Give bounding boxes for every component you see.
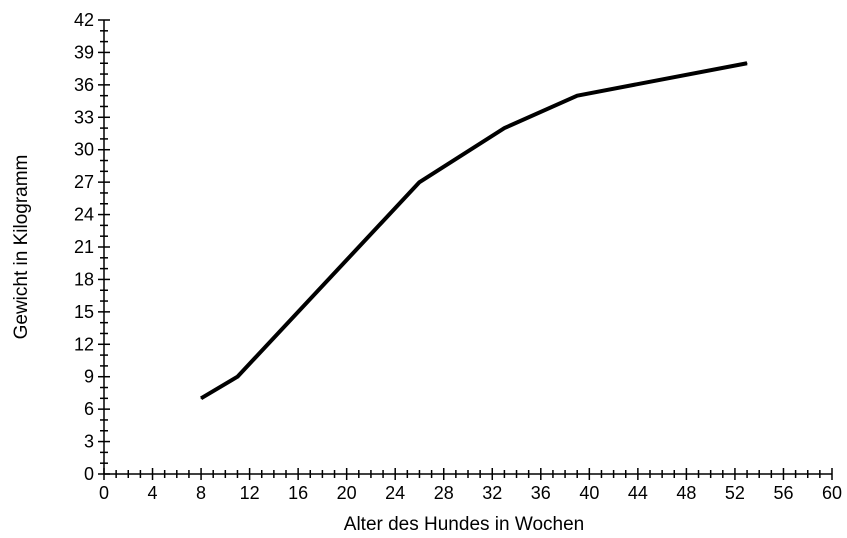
x-tick-label: 56	[773, 483, 793, 503]
y-tick-label: 36	[74, 75, 94, 95]
x-tick-label: 4	[148, 483, 158, 503]
x-tick-label: 0	[99, 483, 109, 503]
data-point	[236, 376, 238, 378]
series-line	[200, 61, 748, 401]
y-tick-label: 42	[74, 10, 94, 30]
x-tick-label: 60	[822, 483, 842, 503]
x-tick-label: 36	[531, 483, 551, 503]
y-tick-label: 12	[74, 334, 94, 354]
y-tick-label: 39	[74, 42, 94, 62]
x-tick-label: 48	[676, 483, 696, 503]
data-point	[746, 62, 748, 64]
y-tick-label: 3	[84, 432, 94, 452]
y-tick-label: 0	[84, 464, 94, 484]
x-tick-label: 8	[196, 483, 206, 503]
y-tick-label: 33	[74, 107, 94, 127]
x-tick-label: 20	[337, 483, 357, 503]
y-tick-label: 30	[74, 140, 94, 160]
x-axis-ticks	[103, 468, 833, 480]
data-point	[200, 397, 202, 399]
y-tick-label: 9	[84, 367, 94, 387]
data-series	[200, 61, 748, 401]
x-axis-title: Alter des Hundes in Wochen	[344, 514, 584, 535]
y-axis-ticks	[98, 19, 110, 475]
x-tick-label: 16	[288, 483, 308, 503]
y-axis-title: Gewicht in Kilogramm	[11, 155, 32, 340]
x-tick-label: 32	[482, 483, 502, 503]
x-tick-label: 28	[434, 483, 454, 503]
x-tick-label: 24	[385, 483, 405, 503]
y-tick-label: 6	[84, 399, 94, 419]
y-tick-label: 27	[74, 172, 94, 192]
y-tick-label: 24	[74, 205, 94, 225]
x-tick-label: 40	[579, 483, 599, 503]
x-axis: 0 4 8 12 16 20 24 28 32 36 40 44 48 52 56 60	[99, 468, 842, 503]
x-axis-tick-labels: 0 4 8 12 16 20 24 28 32 36 40 44 48 52 56 60	[99, 483, 842, 503]
data-point	[503, 127, 505, 129]
y-tick-label: 18	[74, 269, 94, 289]
data-point	[576, 95, 578, 97]
y-tick-label: 21	[74, 237, 94, 257]
y-tick-label: 15	[74, 302, 94, 322]
data-point	[418, 181, 420, 183]
x-tick-label: 44	[628, 483, 648, 503]
x-tick-label: 52	[725, 483, 745, 503]
x-tick-label: 12	[240, 483, 260, 503]
